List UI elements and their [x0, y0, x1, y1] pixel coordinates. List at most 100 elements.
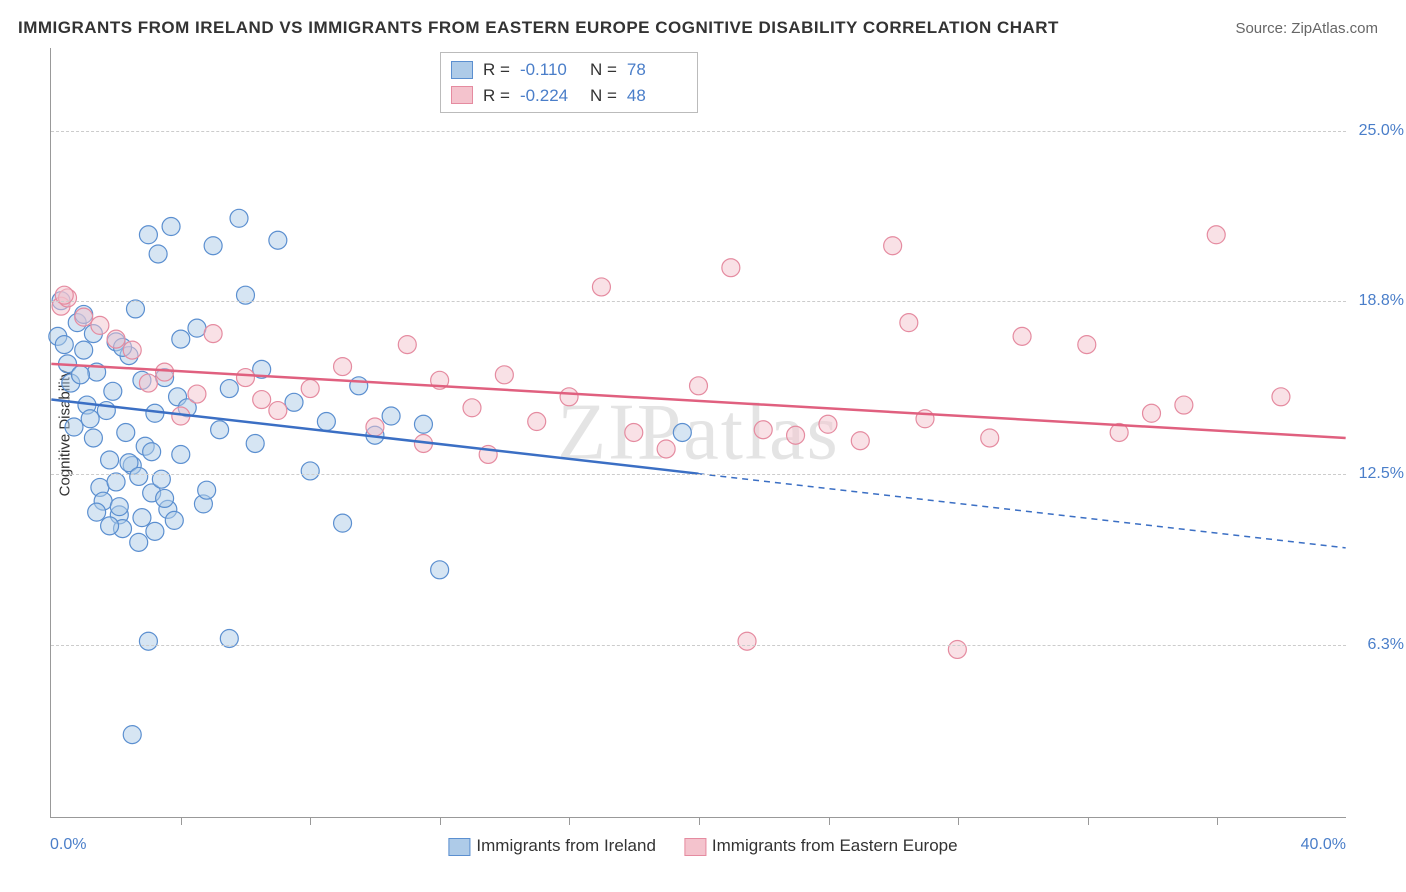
- trend-line-extrapolated: [699, 474, 1346, 548]
- grid-line: [51, 131, 1346, 132]
- data-point: [851, 432, 869, 450]
- stat-n-label: N =: [590, 57, 617, 83]
- grid-line: [51, 645, 1346, 646]
- x-tick: [829, 817, 830, 825]
- data-point: [398, 336, 416, 354]
- data-point: [350, 377, 368, 395]
- legend-item: Immigrants from Ireland: [448, 836, 656, 856]
- data-point: [143, 443, 161, 461]
- trend-line: [51, 364, 1345, 438]
- data-point: [948, 640, 966, 658]
- data-point: [130, 467, 148, 485]
- stat-r-label: R =: [483, 83, 510, 109]
- data-point: [230, 209, 248, 227]
- data-point: [1143, 404, 1161, 422]
- source-label: Source: ZipAtlas.com: [1235, 20, 1378, 37]
- data-point: [162, 218, 180, 236]
- stats-row: R = -0.224 N = 48: [451, 83, 687, 109]
- data-point: [220, 380, 238, 398]
- stat-r-value: -0.224: [520, 83, 580, 109]
- data-point: [673, 424, 691, 442]
- x-tick: [440, 817, 441, 825]
- data-point: [65, 418, 83, 436]
- legend-swatch: [684, 838, 706, 856]
- data-point: [156, 363, 174, 381]
- data-point: [149, 245, 167, 263]
- stat-n-value: 48: [627, 83, 687, 109]
- data-point: [104, 382, 122, 400]
- grid-line: [51, 301, 1346, 302]
- data-point: [495, 366, 513, 384]
- data-point: [107, 330, 125, 348]
- data-point: [139, 226, 157, 244]
- bottom-legend: Immigrants from Ireland Immigrants from E…: [448, 836, 957, 856]
- data-point: [334, 358, 352, 376]
- data-point: [146, 522, 164, 540]
- stat-n-value: 78: [627, 57, 687, 83]
- data-point: [188, 385, 206, 403]
- data-point: [657, 440, 675, 458]
- data-point: [738, 632, 756, 650]
- data-point: [334, 514, 352, 532]
- data-point: [101, 451, 119, 469]
- data-point: [317, 413, 335, 431]
- data-point: [55, 336, 73, 354]
- data-point: [382, 407, 400, 425]
- data-point: [172, 445, 190, 463]
- data-point: [139, 374, 157, 392]
- x-tick: [569, 817, 570, 825]
- data-point: [787, 426, 805, 444]
- data-point: [690, 377, 708, 395]
- data-point: [1175, 396, 1193, 414]
- data-point: [269, 231, 287, 249]
- data-point: [204, 325, 222, 343]
- data-point: [431, 561, 449, 579]
- data-point: [1078, 336, 1096, 354]
- legend-label: Immigrants from Ireland: [476, 836, 656, 855]
- stats-legend-box: R = -0.110 N = 78 R = -0.224 N = 48: [440, 52, 698, 113]
- data-point: [211, 421, 229, 439]
- x-tick: [1217, 817, 1218, 825]
- data-point: [1013, 327, 1031, 345]
- data-point: [165, 511, 183, 529]
- data-point: [123, 726, 141, 744]
- data-point: [71, 366, 89, 384]
- data-point: [285, 393, 303, 411]
- stat-r-value: -0.110: [520, 57, 580, 83]
- x-axis-max-label: 40.0%: [1301, 836, 1346, 854]
- data-point: [133, 509, 151, 527]
- legend-swatch: [451, 86, 473, 104]
- data-point: [139, 632, 157, 650]
- data-point: [75, 341, 93, 359]
- stats-row: R = -0.110 N = 78: [451, 57, 687, 83]
- data-point: [528, 413, 546, 431]
- stat-r-label: R =: [483, 57, 510, 83]
- data-point: [884, 237, 902, 255]
- data-point: [301, 462, 319, 480]
- data-point: [301, 380, 319, 398]
- data-point: [560, 388, 578, 406]
- data-point: [204, 237, 222, 255]
- chart-area: Cognitive Disability ZIPatlas 6.3%12.5%1…: [50, 48, 1346, 818]
- data-point: [463, 399, 481, 417]
- data-point: [592, 278, 610, 296]
- x-axis-min-label: 0.0%: [50, 836, 86, 854]
- data-point: [81, 410, 99, 428]
- data-point: [130, 533, 148, 551]
- data-point: [269, 402, 287, 420]
- x-tick: [181, 817, 182, 825]
- x-tick: [699, 817, 700, 825]
- legend-swatch: [451, 61, 473, 79]
- y-tick-label: 25.0%: [1359, 122, 1404, 140]
- data-point: [156, 489, 174, 507]
- legend-swatch: [448, 838, 470, 856]
- y-tick-label: 6.3%: [1368, 636, 1404, 654]
- scatter-plot-svg: [51, 48, 1346, 817]
- data-point: [1207, 226, 1225, 244]
- data-point: [75, 308, 93, 326]
- data-point: [91, 316, 109, 334]
- legend-item: Immigrants from Eastern Europe: [684, 836, 958, 856]
- data-point: [754, 421, 772, 439]
- data-point: [414, 415, 432, 433]
- stat-n-label: N =: [590, 83, 617, 109]
